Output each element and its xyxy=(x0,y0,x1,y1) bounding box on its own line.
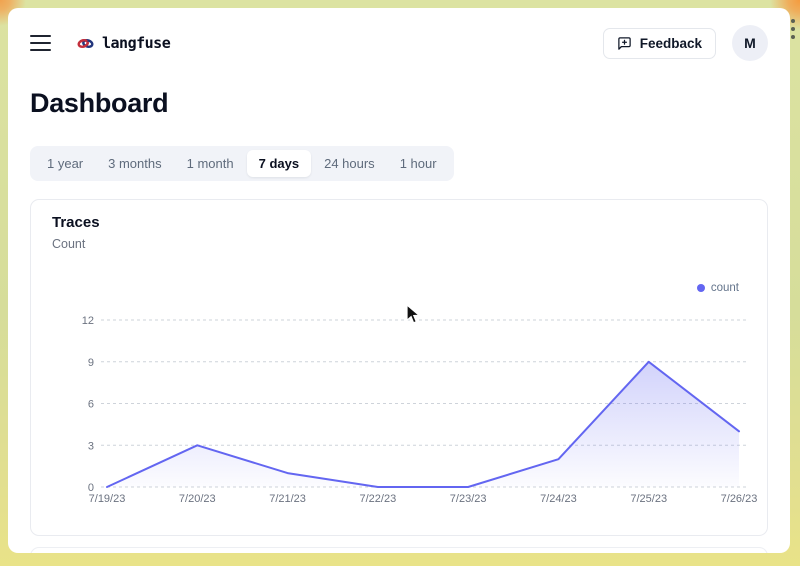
chart-legend: count xyxy=(696,282,739,294)
brand[interactable]: langfuse xyxy=(77,34,171,52)
tab-24-hours[interactable]: 24 hours xyxy=(312,150,387,177)
svg-text:6: 6 xyxy=(88,399,94,411)
card-title: Traces xyxy=(52,214,100,231)
svg-text:7/23/23: 7/23/23 xyxy=(450,493,487,505)
frame-drag-dots xyxy=(791,19,795,39)
message-square-plus-icon xyxy=(617,36,632,51)
svg-text:0: 0 xyxy=(88,482,94,494)
avatar[interactable]: M xyxy=(732,25,768,61)
traces-chart: 0 3 6 9 12 7/19/23 7/20/23 7/21/23 7/22/23 7/23/2… xyxy=(82,315,758,505)
svg-text:7/25/23: 7/25/23 xyxy=(630,493,667,505)
top-bar: langfuse Feedback M xyxy=(8,8,790,64)
svg-text:7/22/23: 7/22/23 xyxy=(360,493,397,505)
avatar-initial: M xyxy=(744,35,756,51)
tab-1-month[interactable]: 1 month xyxy=(175,150,246,177)
svg-text:7/24/23: 7/24/23 xyxy=(540,493,577,505)
page-title: Dashboard xyxy=(30,88,169,118)
legend-label: count xyxy=(710,282,739,294)
topbar-right: Feedback M xyxy=(602,25,768,61)
svg-text:3: 3 xyxy=(88,440,94,452)
card-subtitle: Count xyxy=(52,237,86,251)
feedback-label: Feedback xyxy=(639,35,702,51)
svg-text:9: 9 xyxy=(88,357,94,369)
menu-icon[interactable] xyxy=(30,35,51,51)
app-window: langfuse Feedback M Dashboard 1 year 3 m… xyxy=(8,8,790,553)
svg-text:7/26/23: 7/26/23 xyxy=(721,493,758,505)
tab-1-year[interactable]: 1 year xyxy=(35,150,95,177)
langfuse-knot-logo-icon xyxy=(77,35,94,52)
svg-text:7/20/23: 7/20/23 xyxy=(179,493,216,505)
svg-text:7/21/23: 7/21/23 xyxy=(269,493,306,505)
time-range-tabs: 1 year 3 months 1 month 7 days 24 hours … xyxy=(30,146,454,181)
legend-dot-icon xyxy=(696,284,705,292)
tab-3-months[interactable]: 3 months xyxy=(96,150,173,177)
main-content: Dashboard 1 year 3 months 1 month 7 days… xyxy=(8,88,790,553)
feedback-button[interactable]: Feedback xyxy=(602,27,716,59)
tab-7-days[interactable]: 7 days xyxy=(246,150,312,177)
next-card-partial xyxy=(30,547,768,553)
svg-text:7/19/23: 7/19/23 xyxy=(89,493,126,505)
traces-card: Traces Count count 0 3 6 9 12 7/19/23 7/20/23 7… xyxy=(30,199,768,536)
svg-text:12: 12 xyxy=(82,315,94,327)
brand-name: langfuse xyxy=(102,34,171,52)
tab-1-hour[interactable]: 1 hour xyxy=(388,150,449,177)
